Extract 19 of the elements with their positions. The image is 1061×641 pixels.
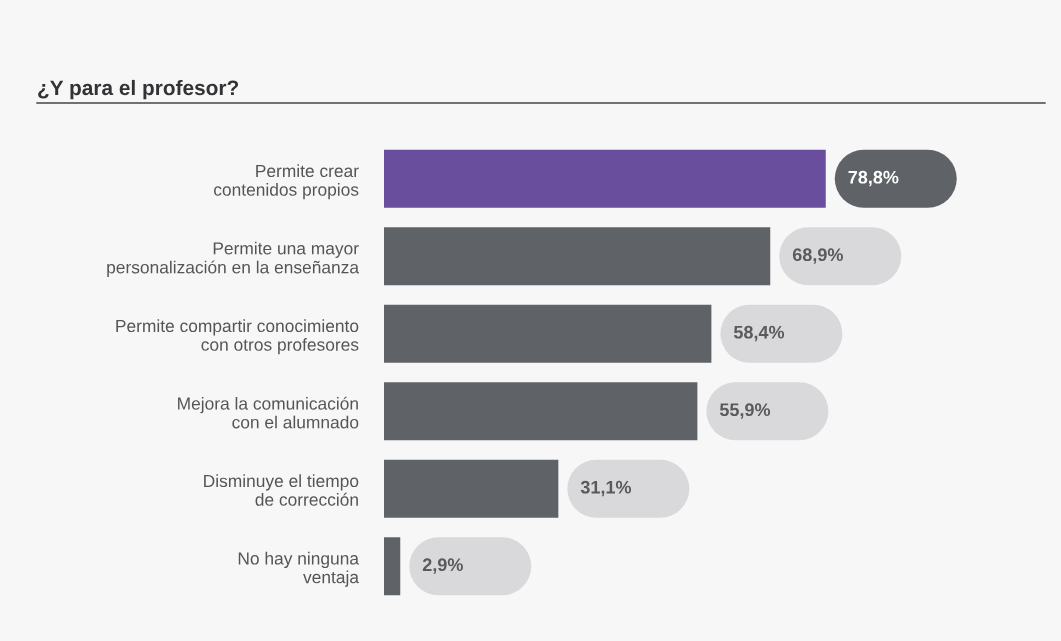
bar	[384, 304, 712, 363]
y-tick-label: Mejora la comunicación con el alumnado	[178, 396, 359, 429]
data-label: 31,1%	[580, 480, 632, 497]
data-label: 58,4%	[733, 325, 785, 342]
data-label: 68,9%	[792, 248, 843, 264]
bar	[384, 227, 771, 286]
y-tick-label: Permite compartir conocimiento con otros profesores	[116, 319, 359, 355]
data-label: 55,9%	[719, 403, 771, 419]
data-label: 2,9%	[422, 558, 463, 574]
bar	[384, 537, 401, 596]
bar	[384, 149, 826, 208]
text: ¿Y para el profesor?	[38, 79, 239, 100]
y-tick-label: No hay ninguna ventaja	[238, 551, 360, 587]
bar	[384, 459, 559, 518]
bar	[384, 382, 698, 441]
data-label: 78,8%	[848, 170, 899, 187]
y-tick-label: Permite una mayor personalización en la enseñanza	[107, 241, 360, 277]
y-tick-label: Disminuye el tiempo de corrección	[204, 474, 359, 506]
y-tick-label: Permite crear contenidos propios	[214, 164, 359, 200]
